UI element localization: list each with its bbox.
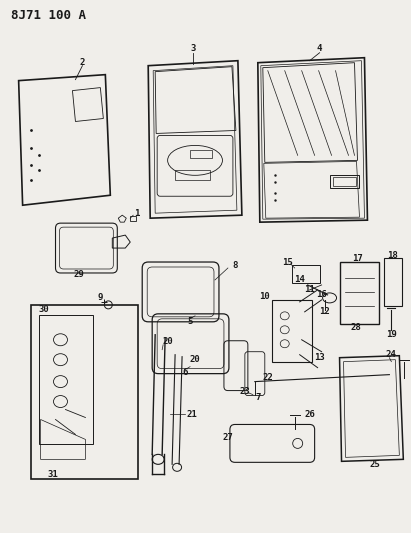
Text: 14: 14	[294, 276, 305, 285]
Bar	[272, 300, 312, 362]
Text: 30: 30	[38, 305, 49, 314]
Text: 4: 4	[317, 44, 322, 53]
Text: 20: 20	[189, 355, 201, 364]
Text: 31: 31	[47, 470, 58, 479]
Bar	[330, 175, 360, 188]
Bar	[175, 171, 210, 180]
Text: 19: 19	[386, 330, 397, 340]
Bar	[332, 177, 356, 186]
Text: 2: 2	[80, 58, 85, 67]
Text: 8: 8	[232, 261, 238, 270]
Bar	[339, 262, 379, 324]
Text: 13: 13	[314, 353, 325, 362]
Text: 22: 22	[262, 373, 273, 382]
Text: 10: 10	[259, 293, 270, 301]
Bar	[384, 258, 402, 306]
Text: 18: 18	[387, 251, 398, 260]
Text: 29: 29	[73, 270, 84, 279]
Text: 12: 12	[319, 308, 330, 317]
Text: 21: 21	[187, 410, 197, 419]
Text: 25: 25	[369, 460, 380, 469]
Text: 16: 16	[316, 290, 327, 300]
Text: 20: 20	[163, 337, 173, 346]
Text: 24: 24	[386, 350, 397, 359]
Text: 6: 6	[182, 368, 188, 377]
Text: 5: 5	[187, 317, 193, 326]
Text: 27: 27	[222, 433, 233, 442]
Bar	[39, 315, 93, 445]
Text: 17: 17	[352, 254, 363, 263]
Text: 9: 9	[98, 293, 103, 302]
Bar	[292, 265, 320, 283]
Text: 8J71 100 A: 8J71 100 A	[11, 9, 85, 22]
Text: 7: 7	[255, 393, 261, 402]
Text: 23: 23	[240, 387, 250, 396]
Text: 26: 26	[304, 410, 315, 419]
Text: 11: 11	[304, 285, 315, 294]
Bar	[30, 305, 138, 479]
Text: 28: 28	[350, 324, 361, 332]
Bar	[190, 150, 212, 158]
Text: 15: 15	[282, 257, 293, 266]
Text: 3: 3	[190, 44, 196, 53]
Text: 1: 1	[134, 209, 140, 217]
